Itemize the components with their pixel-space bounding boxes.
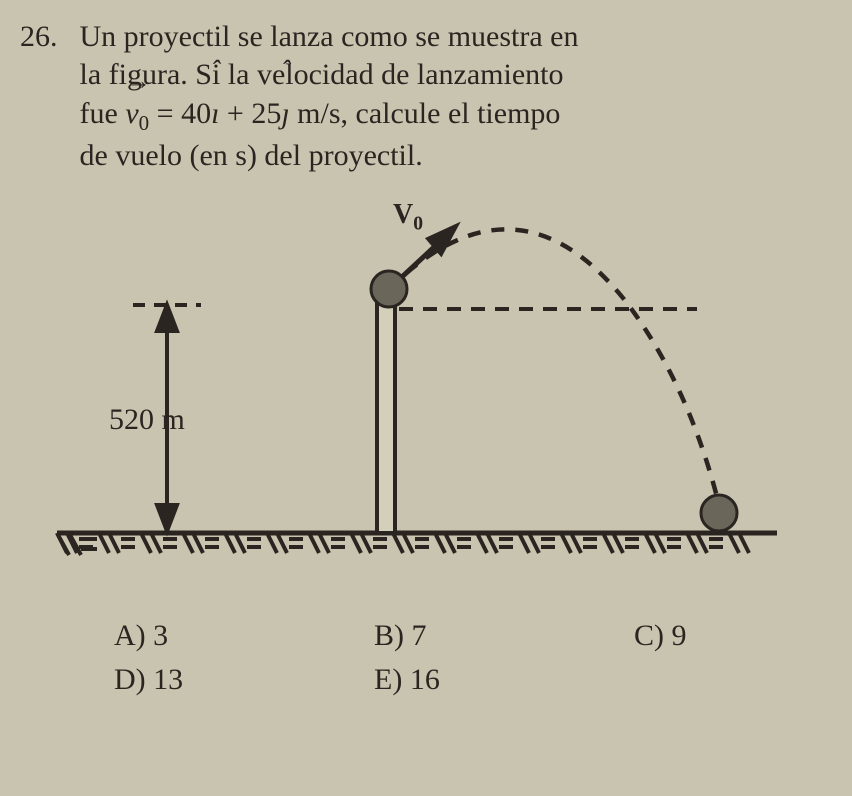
vy-value: 25 bbox=[251, 97, 281, 130]
projectile-figure: V0 520 m bbox=[37, 193, 797, 593]
page: 26. Un proyectil se lanza como se muestr… bbox=[0, 0, 852, 796]
text-line-3-pre: fue bbox=[80, 97, 126, 130]
j-letter: ȷ bbox=[281, 97, 289, 130]
height-label: 520 m bbox=[109, 403, 185, 437]
answer-b: B) 7 bbox=[374, 619, 634, 653]
text-line-1: Un proyectil se lanza como se muestra en bbox=[80, 20, 579, 53]
velocity-subscript: 0 bbox=[139, 111, 150, 135]
j-hat: ˆȷ bbox=[281, 95, 289, 133]
i-hat: ˆı bbox=[211, 95, 219, 133]
text-line-2: la figura. Si la velocidad de lanzamient… bbox=[80, 58, 564, 91]
answer-c: C) 9 bbox=[634, 619, 814, 653]
figure-svg bbox=[37, 193, 797, 593]
v0-label: V0 bbox=[393, 199, 423, 236]
problem: 26. Un proyectil se lanza como se muestr… bbox=[20, 18, 814, 175]
i-letter: ı bbox=[211, 97, 219, 130]
ground-pattern-repeat bbox=[57, 533, 749, 553]
plus-sign: + bbox=[219, 97, 251, 130]
question-text: Un proyectil se lanza como se muestra en… bbox=[80, 18, 579, 175]
figure-container: V0 520 m bbox=[20, 193, 814, 593]
answer-choices: A) 3 B) 7 C) 9 D) 13 E) 16 bbox=[114, 619, 814, 697]
text-line-4: de vuelo (en s) del proyectil. bbox=[80, 139, 423, 172]
answer-e: E) 16 bbox=[374, 663, 634, 697]
answer-a: A) 3 bbox=[114, 619, 374, 653]
pole bbox=[377, 303, 395, 533]
equals-sign: = bbox=[149, 97, 181, 130]
question-number: 26. bbox=[20, 18, 58, 54]
trajectory-path bbox=[389, 229, 717, 497]
v0-letter: V bbox=[393, 199, 413, 230]
v0-sub: 0 bbox=[413, 214, 423, 235]
launch-ball bbox=[371, 271, 407, 307]
vx-value: 40 bbox=[181, 97, 211, 130]
text-line-3-post: m/s, calcule el tiempo bbox=[290, 97, 561, 130]
velocity-letter: v bbox=[125, 97, 138, 130]
landing-ball bbox=[701, 495, 737, 531]
answer-d: D) 13 bbox=[114, 663, 374, 697]
velocity-vector-symbol: →v bbox=[125, 95, 138, 133]
